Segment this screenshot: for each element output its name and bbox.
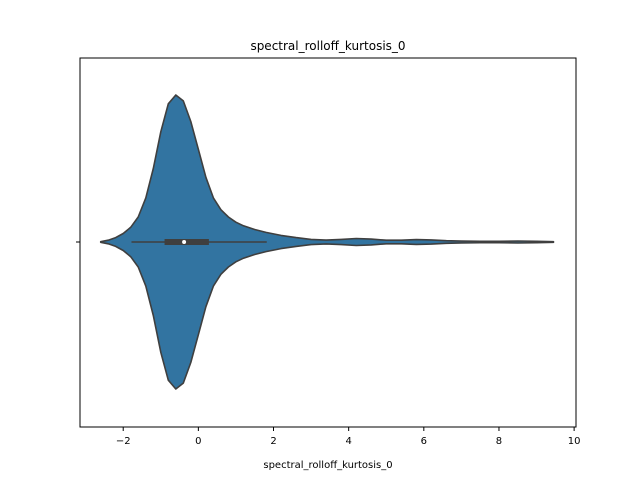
plot-area — [76, 57, 577, 428]
chart-title: spectral_rolloff_kurtosis_0 — [250, 39, 405, 53]
x-tick-label: 2 — [270, 436, 276, 447]
x-tick-label: 8 — [496, 436, 502, 447]
x-tick-label: −2 — [116, 436, 131, 447]
x-axis-label: spectral_rolloff_kurtosis_0 — [263, 460, 392, 471]
median-marker — [182, 240, 187, 244]
violin-body — [99, 94, 555, 390]
x-tick-label: 6 — [421, 436, 427, 447]
box-iqr — [164, 239, 209, 245]
x-tick-label: 0 — [195, 436, 201, 447]
x-axis: −2 0 2 4 6 8 10 — [116, 427, 581, 447]
x-tick-label: 4 — [345, 436, 351, 447]
x-tick-label: 10 — [568, 436, 581, 447]
